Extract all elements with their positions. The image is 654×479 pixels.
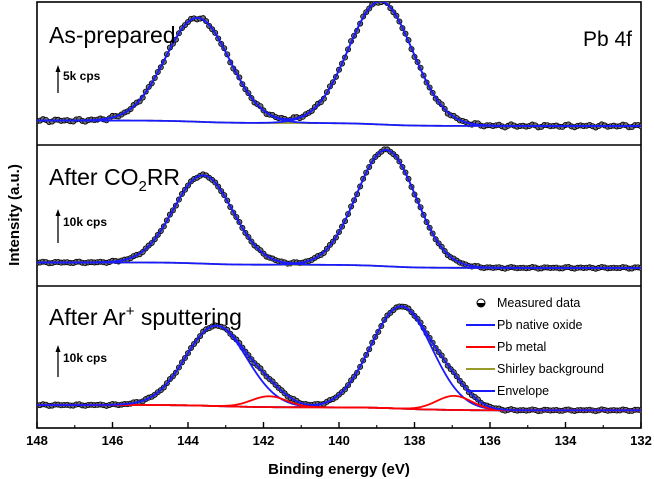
panel-after-co2rr (37, 146, 641, 272)
scale-bar-after-ar-sputtering: 10k cps (55, 345, 107, 377)
scale-bar-as-prepared: 5k cps (55, 65, 101, 93)
x-tick-label: 140 (328, 433, 350, 448)
y-axis-title: Intensity (a.u.) (6, 164, 23, 266)
panel-as-prepared (37, 2, 641, 131)
x-tick-label: 132 (630, 433, 652, 448)
panel-title-after-ar-sputtering: After Ar+ sputtering (49, 303, 242, 330)
legend-label: Envelope (497, 384, 549, 398)
x-axis: 148 146 144 142 140 138 136 134 132 (26, 422, 652, 448)
title-subscript: 2 (138, 178, 146, 195)
legend-label: Shirley background (497, 362, 604, 376)
x-tick-label: 134 (555, 433, 577, 448)
panel-title-after-co2rr: After CO2RR (49, 164, 180, 195)
x-tick-label: 138 (404, 433, 426, 448)
scale-bar-label: 10k cps (63, 215, 107, 229)
panel-title-as-prepared: As-prepared (49, 22, 176, 48)
scale-bar-label: 5k cps (63, 69, 101, 83)
x-tick-label: 136 (479, 433, 501, 448)
legend-item-pb-native-oxide: Pb native oxide (466, 318, 583, 332)
legend-item-measured-data: Measured data (476, 296, 580, 310)
envelope-line (37, 2, 641, 127)
title-superscript: + (126, 303, 135, 320)
legend-item-envelope: Envelope (466, 384, 549, 398)
envelope-line (37, 305, 641, 412)
panel-after-ar-sputtering (37, 303, 641, 415)
element-label: Pb 4f (583, 28, 632, 51)
x-tick-label: 142 (253, 433, 275, 448)
legend-item-shirley-background: Shirley background (466, 362, 604, 376)
legend-item-pb-metal: Pb metal (466, 340, 546, 354)
x-tick-label: 144 (177, 433, 199, 448)
legend-label: Pb native oxide (497, 318, 583, 332)
legend: Measured data Pb native oxide Pb metal S… (466, 296, 604, 398)
x-tick-label: 148 (26, 433, 48, 448)
x-tick-label: 146 (102, 433, 124, 448)
envelope-line (37, 149, 641, 269)
scale-bar-label: 10k cps (63, 351, 107, 365)
scale-bar-after-co2rr: 10k cps (55, 209, 107, 243)
x-axis-title: Binding energy (eV) (268, 461, 410, 478)
legend-label: Pb metal (497, 340, 546, 354)
legend-label: Measured data (497, 296, 580, 310)
pb-native-oxide-peak (37, 2, 641, 127)
